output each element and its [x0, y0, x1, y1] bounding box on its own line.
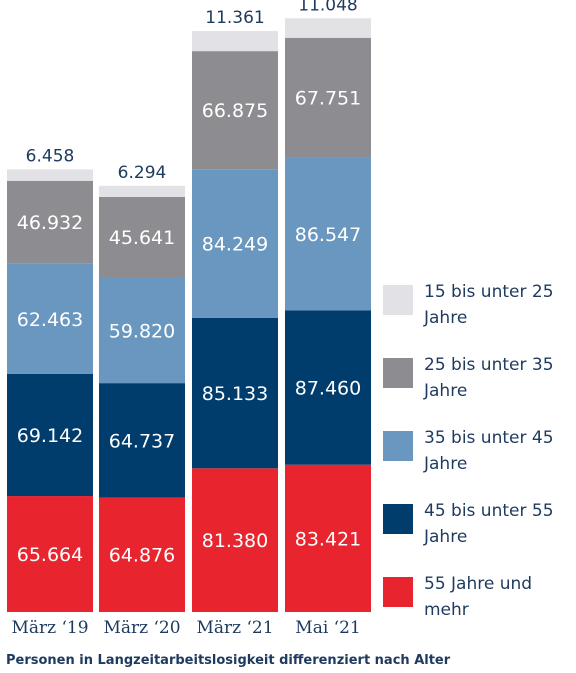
bar-segment: [99, 277, 185, 384]
data-label: 84.249: [202, 234, 268, 256]
legend-swatch: [383, 285, 413, 315]
legend-swatch: [383, 358, 413, 388]
legend-label: 25 bis unter 35: [424, 355, 554, 375]
bar-segment: [285, 157, 371, 311]
bar-segment: [7, 169, 93, 181]
bar-segment: [285, 18, 371, 38]
data-label: 87.460: [295, 377, 361, 399]
legend: 15 bis unter 25 Jahre 25 bis unter 35 Jahre…: [383, 282, 554, 620]
bar-segment: [285, 37, 371, 158]
x-axis-labels: März ‘19 März ‘20 März ‘21 Mai ‘21: [11, 618, 360, 638]
data-label: 66.875: [202, 100, 268, 122]
bar-segment: [99, 383, 185, 498]
data-label: 81.380: [202, 530, 268, 552]
bars-group: 65.664 69.142 62.463 46.932 6.458 64.876 64.73…: [7, 0, 371, 612]
bar-segment: [285, 464, 371, 612]
legend-label: 35 bis unter 45: [424, 428, 554, 448]
legend-swatch: [383, 577, 413, 607]
x-tick-label: März ‘21: [196, 618, 273, 638]
data-label: 11.361: [205, 8, 264, 28]
chart-caption: Personen in Langzeitarbeitslosigkeit dif…: [6, 653, 451, 668]
bar-segment: [99, 185, 185, 197]
bar-segment: [285, 310, 371, 465]
bar-segment: [192, 31, 278, 52]
data-label: 59.820: [109, 320, 175, 342]
legend-label: Jahre: [423, 308, 467, 328]
legend-label: Jahre: [423, 454, 467, 474]
legend-label: 55 Jahre und: [424, 574, 532, 594]
data-label: 6.294: [118, 163, 167, 183]
data-label: 69.142: [17, 425, 83, 447]
data-label: 67.751: [295, 88, 361, 110]
data-label: 46.932: [17, 212, 83, 234]
bar-segment: [7, 373, 93, 497]
data-label: 83.421: [295, 528, 361, 550]
bar-segment: [192, 169, 278, 318]
data-label: 6.458: [26, 146, 75, 166]
bar-segment: [7, 496, 93, 612]
data-label: 62.463: [17, 309, 83, 331]
data-label: 85.133: [202, 383, 268, 405]
data-label: 64.737: [109, 430, 175, 452]
bar-segment: [99, 497, 185, 612]
data-label: 45.641: [109, 227, 175, 249]
x-tick-label: März ‘19: [11, 618, 88, 638]
legend-swatch: [383, 431, 413, 461]
legend-label: Jahre: [423, 527, 467, 547]
legend-label: 45 bis unter 55: [424, 501, 554, 521]
bar-segment: [7, 180, 93, 264]
data-label: 86.547: [295, 224, 361, 246]
data-label: 11.048: [298, 0, 357, 15]
x-tick-label: März ‘20: [103, 618, 180, 638]
bar-segment: [192, 468, 278, 612]
legend-label: Jahre: [423, 381, 467, 401]
x-tick-label: Mai ‘21: [295, 618, 360, 638]
legend-label: 15 bis unter 25: [424, 282, 554, 302]
legend-label: mehr: [424, 600, 469, 620]
bar-segment: [99, 196, 185, 278]
legend-swatch: [383, 504, 413, 534]
data-label: 65.664: [17, 544, 83, 566]
bar-segment: [192, 317, 278, 469]
bar-segment: [192, 51, 278, 170]
data-label: 64.876: [109, 545, 175, 567]
bar-segment: [7, 263, 93, 374]
